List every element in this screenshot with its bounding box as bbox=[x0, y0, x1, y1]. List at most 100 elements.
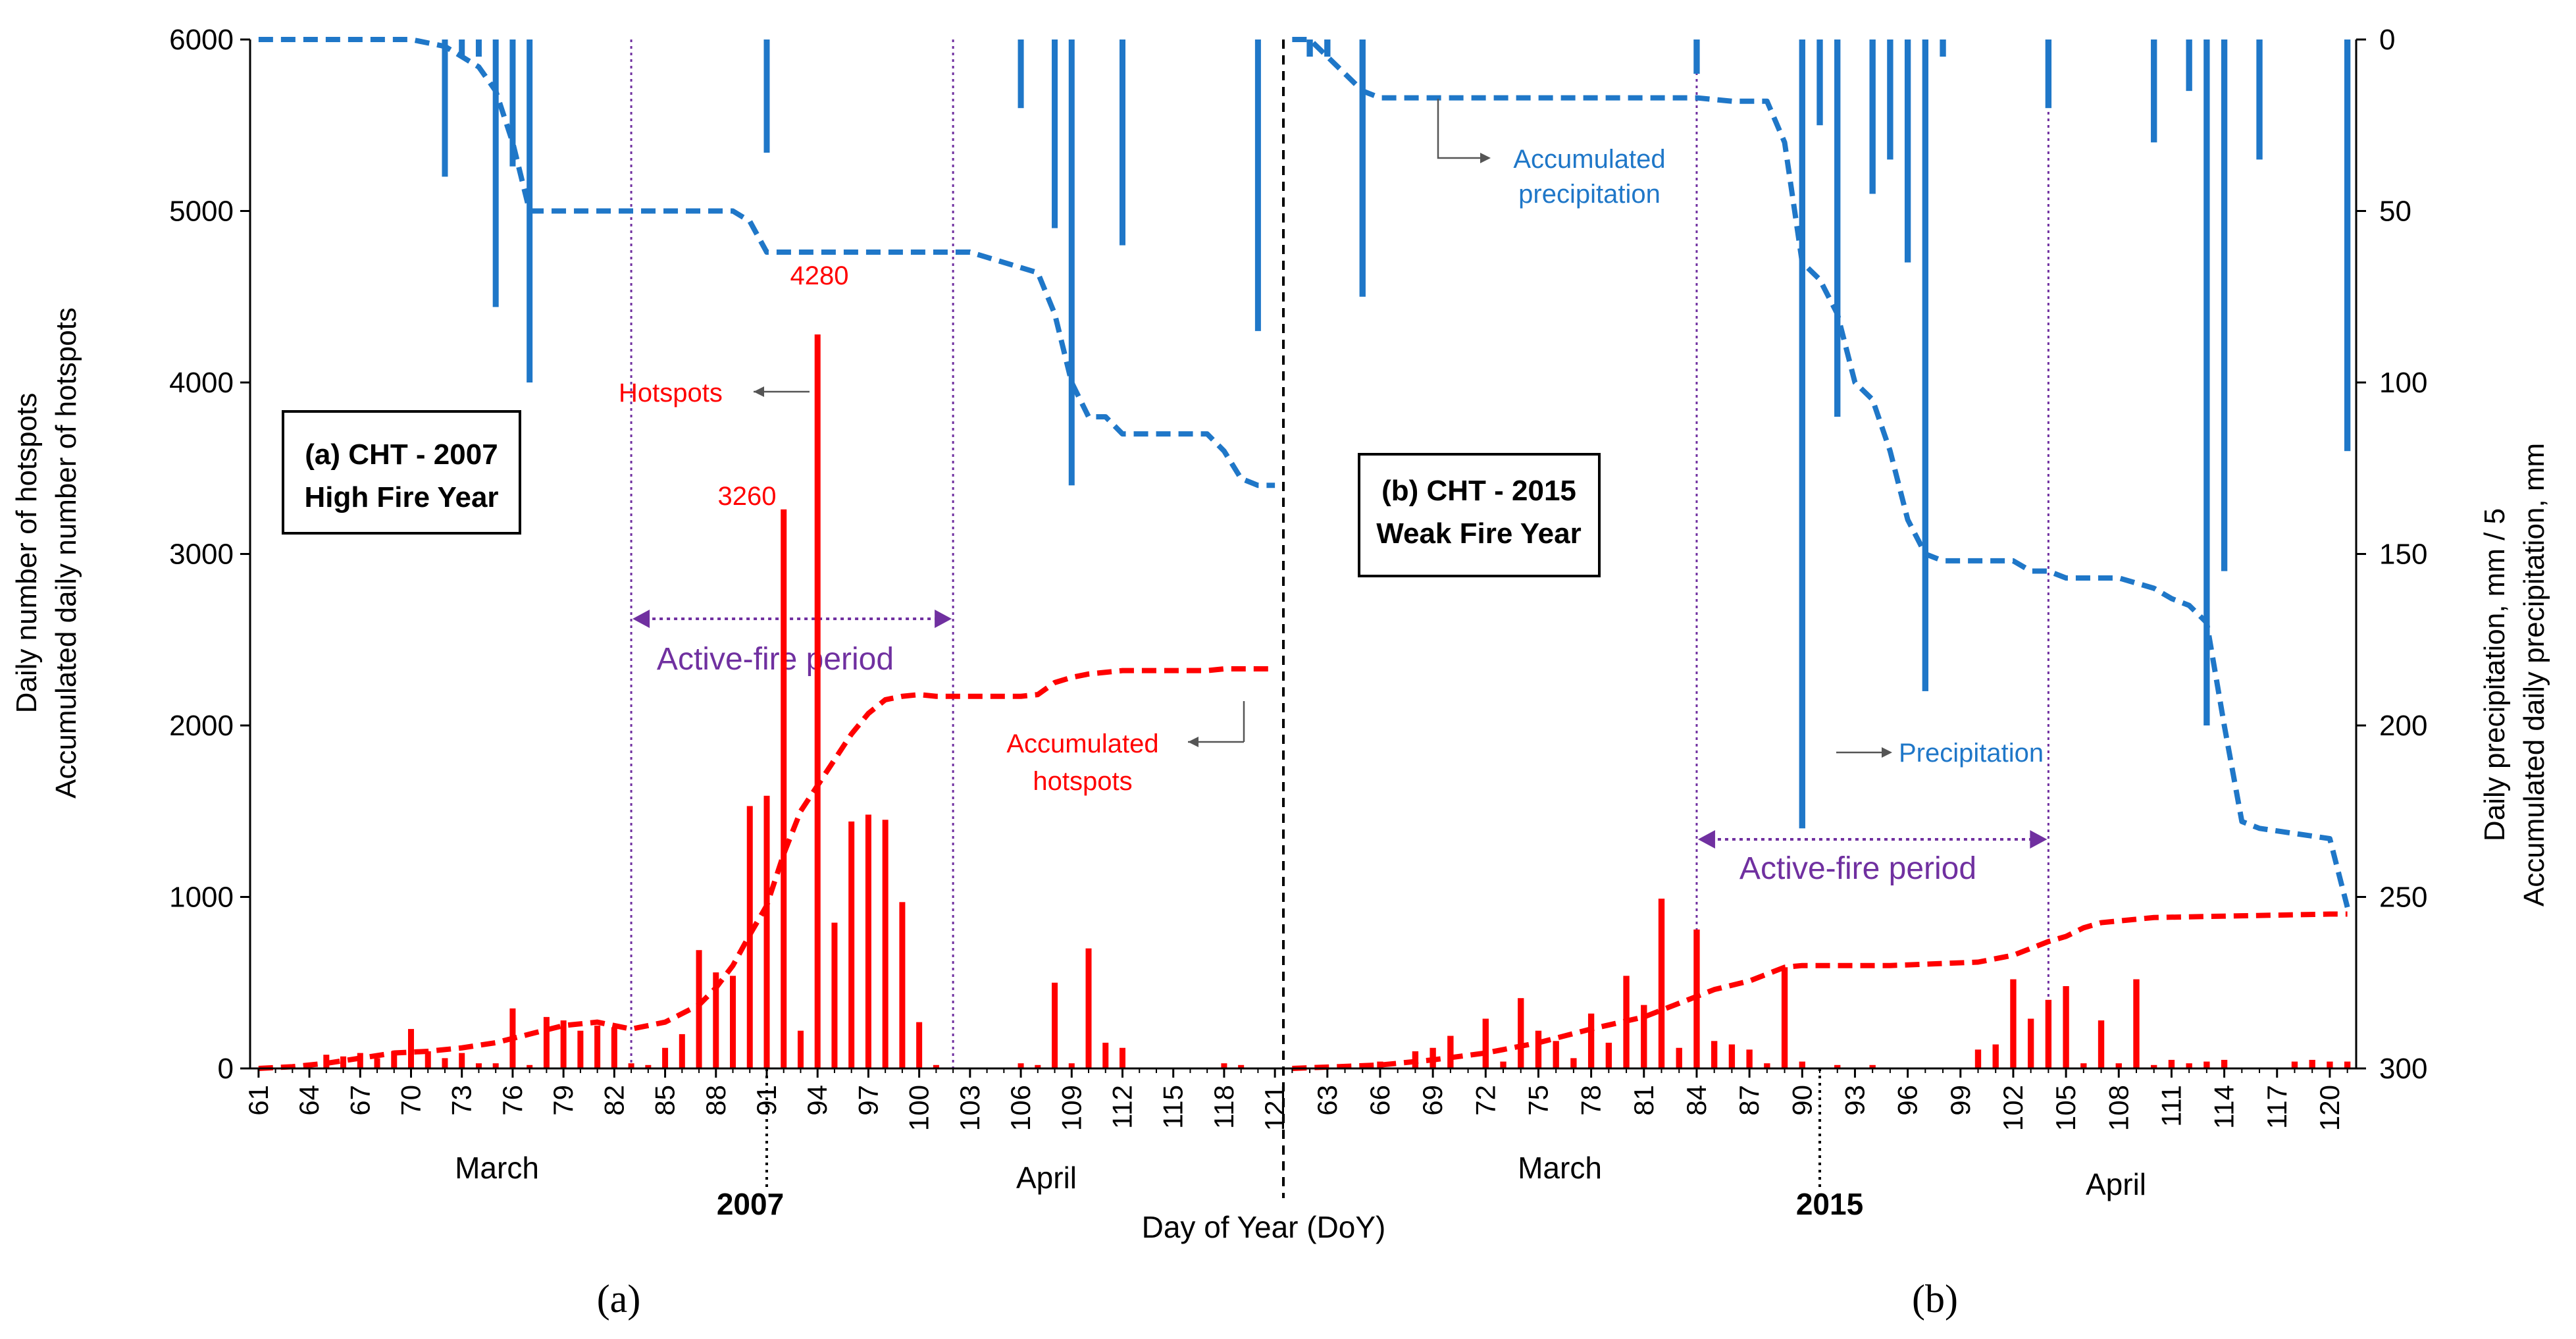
active-fire-arrowhead-left-a bbox=[632, 610, 650, 628]
x-tick-label-a: 121 bbox=[1259, 1085, 1290, 1131]
precip-bar-b bbox=[1887, 39, 1893, 160]
accum-hotspot-line-b bbox=[1292, 911, 2348, 1071]
hotspot-bar-a bbox=[746, 806, 753, 1068]
hotspot-bar-a bbox=[763, 795, 770, 1068]
hotspot-bar-b bbox=[1535, 1030, 1542, 1068]
precip-bar-b bbox=[1359, 39, 1366, 297]
hotspot-bar-a bbox=[442, 1058, 448, 1068]
x-tick-label-a: 100 bbox=[904, 1085, 935, 1131]
hotspot-bar-a bbox=[882, 820, 889, 1068]
y-right-tick-label: 100 bbox=[2379, 367, 2427, 399]
x-tick-label-b: 63 bbox=[1312, 1085, 1343, 1116]
hotspot-bar-a bbox=[831, 922, 838, 1068]
y-right-tick-label: 50 bbox=[2379, 196, 2411, 228]
x-tick-label-a: 106 bbox=[1005, 1085, 1036, 1131]
x-tick-label-b: 117 bbox=[2261, 1085, 2292, 1129]
hotspot-bar-b bbox=[1974, 1049, 1982, 1068]
x-tick-label-a: 88 bbox=[700, 1085, 731, 1116]
panel-b-month-march: March bbox=[1518, 1151, 1602, 1185]
precip-bar-b bbox=[2151, 39, 2157, 143]
panel-b-sublabel: (b) bbox=[1912, 1277, 1958, 1321]
precip-bar-a bbox=[1068, 39, 1075, 486]
hotspot-bar-b bbox=[2203, 1061, 2210, 1068]
hotspot-bar-b bbox=[1587, 1013, 1595, 1068]
panel-a-active-fire-label: Active-fire period bbox=[657, 642, 894, 677]
accum-precip-arrowhead bbox=[1480, 153, 1491, 163]
hotspot-bar-b bbox=[2063, 985, 2069, 1068]
precip-bar-b bbox=[1922, 39, 1929, 691]
x-tick-label-a: 112 bbox=[1106, 1085, 1137, 1129]
hotspot-bar-b bbox=[1482, 1018, 1489, 1068]
y-left-label-2: Accumulated daily number of hotspots bbox=[50, 307, 82, 799]
hotspot-bar-b bbox=[1605, 1042, 1612, 1068]
panel-a-month-april: April bbox=[1016, 1161, 1077, 1195]
hotspot-bar-a bbox=[408, 1029, 415, 1068]
accum-precip-leader bbox=[1437, 99, 1487, 159]
precip-bar-b bbox=[1693, 39, 1700, 74]
precip-bar-b bbox=[2045, 39, 2052, 109]
hotspot-bar-b bbox=[1992, 1044, 1999, 1068]
x-tick-label-b: 87 bbox=[1734, 1085, 1765, 1116]
hotspot-bar-b bbox=[2151, 1064, 2157, 1068]
x-tick-label-a: 70 bbox=[396, 1085, 426, 1116]
x-tick-label-b: 90 bbox=[1786, 1085, 1817, 1116]
annotation-accum-precip-1: Accumulated bbox=[1513, 145, 1665, 174]
x-tick-label-b: 81 bbox=[1628, 1085, 1659, 1116]
precip-bar-b bbox=[1904, 39, 1911, 263]
hotspot-bar-a bbox=[475, 1063, 482, 1068]
hotspot-bar-a bbox=[1018, 1063, 1024, 1068]
y-left-tick-label: 0 bbox=[218, 1053, 234, 1085]
hotspot-bar-b bbox=[1781, 967, 1788, 1068]
precip-bar-a bbox=[1119, 39, 1125, 246]
precip-bar-b bbox=[1940, 39, 1946, 57]
hotspot-bar-a bbox=[645, 1064, 652, 1068]
x-tick-label-b: 66 bbox=[1364, 1085, 1395, 1116]
hotspot-bar-a bbox=[492, 1063, 499, 1068]
y-left-label-1: Daily number of hotspots bbox=[11, 393, 43, 714]
hotspot-bar-b bbox=[2045, 999, 2052, 1068]
hotspot-bar-b bbox=[2291, 1061, 2298, 1068]
y-right-label-1: Daily precipitation, mm / 5 bbox=[2479, 508, 2511, 841]
hotspot-bar-a bbox=[391, 1051, 398, 1068]
x-tick-label-b: 102 bbox=[1997, 1085, 2028, 1131]
x-tick-label-b: 69 bbox=[1417, 1085, 1448, 1116]
x-tick-label-a: 97 bbox=[852, 1085, 883, 1116]
precip-bar-b bbox=[2256, 39, 2263, 160]
x-tick-label-a: 118 bbox=[1208, 1085, 1239, 1129]
x-tick-label-a: 85 bbox=[650, 1085, 681, 1116]
x-tick-label-b: 111 bbox=[2155, 1085, 2186, 1127]
panel-b-title-line1: (b) CHT - 2015 bbox=[1381, 475, 1576, 507]
annotation-accum-precip-2: precipitation bbox=[1518, 180, 1661, 209]
accum-hotspots-arrowhead bbox=[1188, 737, 1198, 747]
precip-bar-b bbox=[2203, 39, 2210, 725]
precipitation-arrowhead bbox=[1882, 747, 1892, 758]
hotspot-bar-a bbox=[1035, 1064, 1041, 1068]
x-tick-label-b: 114 bbox=[2209, 1085, 2240, 1129]
hotspot-bar-b bbox=[1834, 1064, 1841, 1068]
hotspot-bar-a bbox=[1085, 948, 1092, 1068]
x-tick-label-b: 78 bbox=[1576, 1085, 1607, 1116]
x-axis-label: Day of Year (DoY) bbox=[1142, 1210, 1386, 1244]
precip-bar-b bbox=[2221, 39, 2228, 571]
hotspot-bar-b bbox=[2344, 1061, 2351, 1068]
y-left-tick-label: 3000 bbox=[169, 538, 234, 571]
panel-a-title-line2: High Fire Year bbox=[304, 481, 498, 513]
hotspot-bar-a bbox=[1119, 1047, 1125, 1068]
x-tick-label-b: 72 bbox=[1470, 1085, 1501, 1116]
hotspot-bar-a bbox=[527, 1064, 533, 1068]
precip-bar-b bbox=[1816, 39, 1823, 126]
hotspot-bar-b bbox=[2010, 979, 2017, 1068]
hotspot-bar-a bbox=[696, 950, 702, 1068]
hotspot-bar-a bbox=[594, 1025, 601, 1068]
precip-bar-b bbox=[1834, 39, 1841, 417]
accum-precip-line-b bbox=[1292, 37, 2350, 908]
hotspot-bar-b bbox=[1518, 998, 1524, 1068]
hotspot-bar-b bbox=[2309, 1059, 2315, 1068]
annotation-hotspots: Hotspots bbox=[619, 379, 723, 407]
panel-b-title-box bbox=[1358, 453, 1601, 577]
hotspot-bar-b bbox=[1641, 1005, 1647, 1068]
hotspot-bar-b bbox=[2027, 1018, 2034, 1068]
hotspot-bar-b bbox=[1799, 1061, 1805, 1068]
precip-bar-b bbox=[1799, 39, 1805, 829]
